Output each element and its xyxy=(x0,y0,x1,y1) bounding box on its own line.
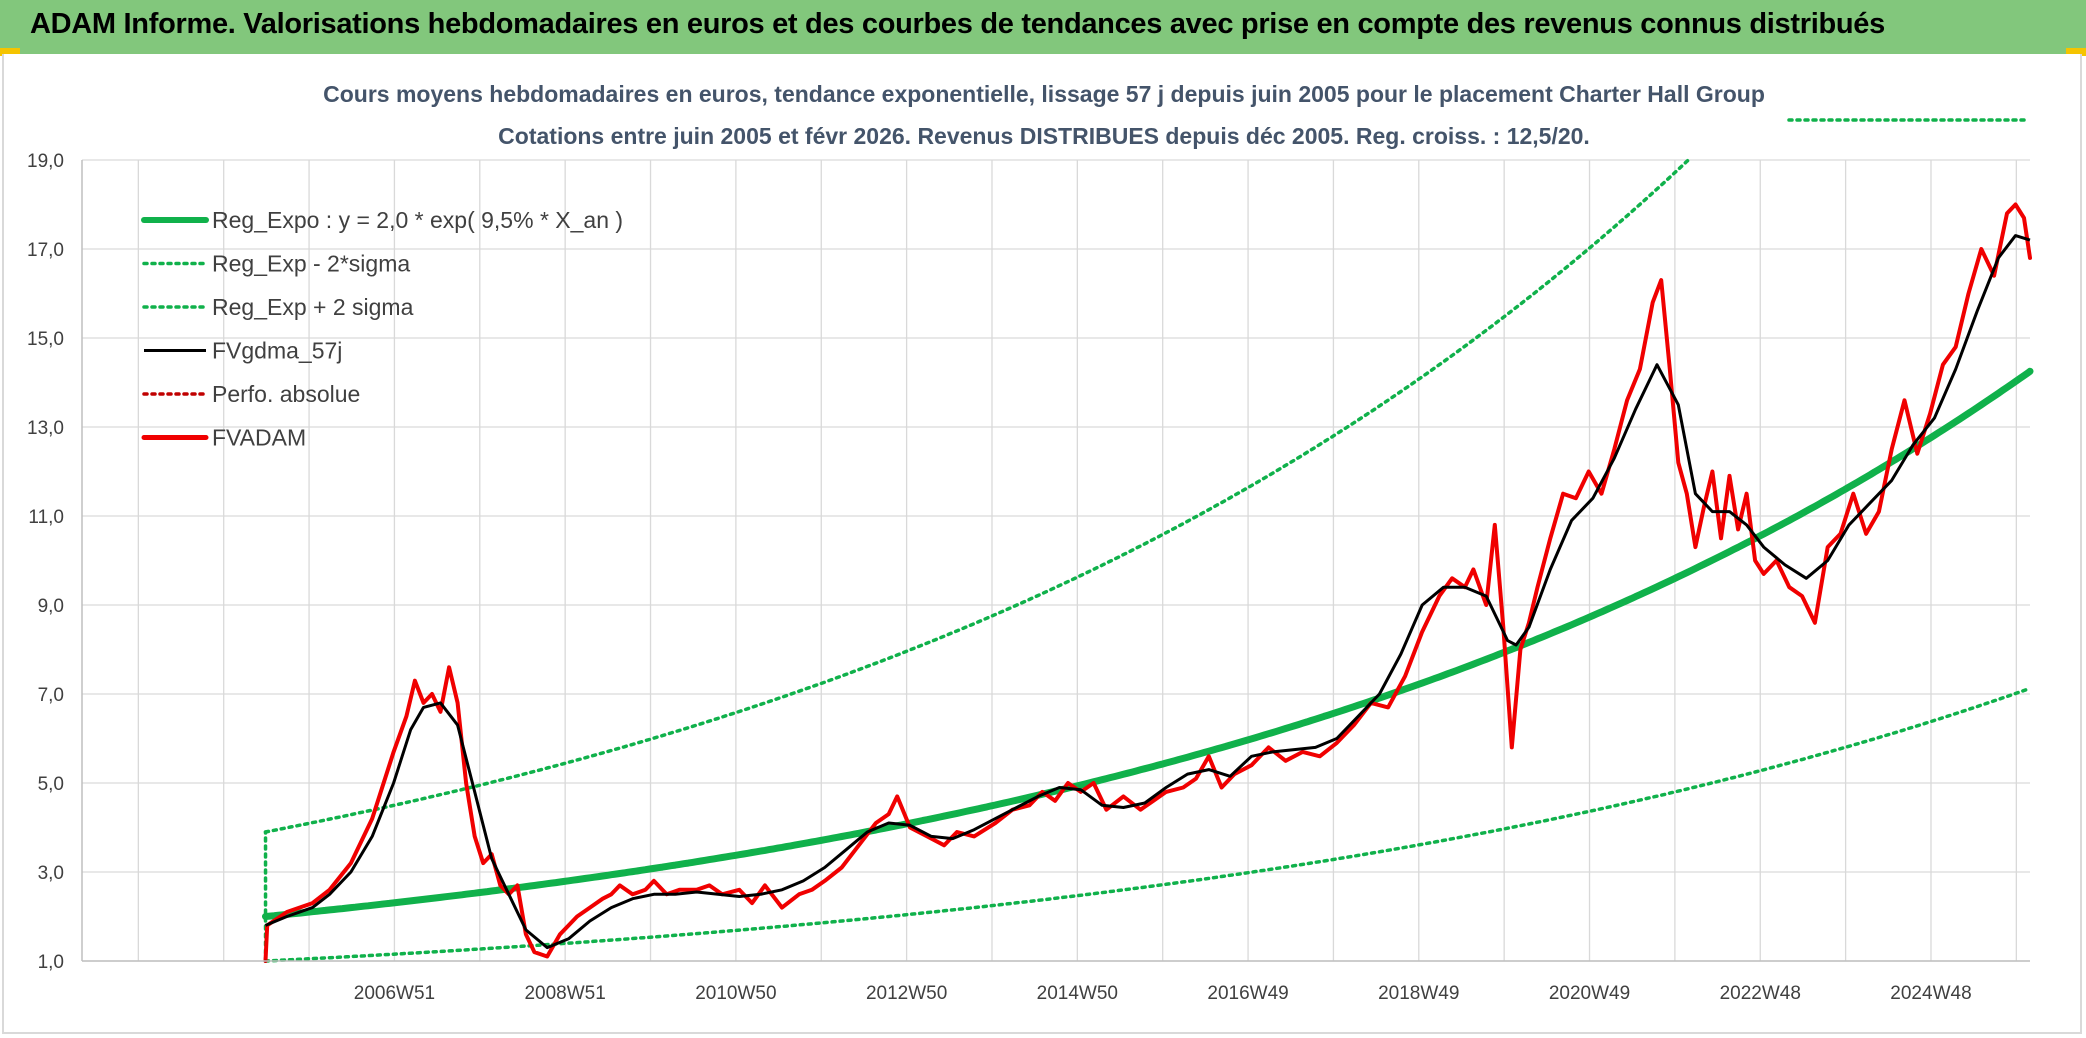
x-tick-label: 2012W50 xyxy=(866,983,947,1004)
grid xyxy=(82,159,2030,962)
series-reg-exp xyxy=(263,686,2032,963)
corner-mark-left xyxy=(0,48,20,56)
x-tick-label: 2022W48 xyxy=(1720,983,1801,1004)
x-tick-label: 2006W51 xyxy=(354,983,435,1004)
y-tick-label: 3,0 xyxy=(38,863,64,884)
series-layer xyxy=(262,118,2034,963)
series-reg-exp xyxy=(263,118,2028,963)
x-tick-label: 2020W49 xyxy=(1549,983,1630,1004)
x-tick-label: 2014W50 xyxy=(1037,983,1118,1004)
y-tick-label: 9,0 xyxy=(38,596,64,617)
y-tick-label: 11,0 xyxy=(28,507,64,528)
x-tick-label: 2010W50 xyxy=(695,983,776,1004)
series-fvadam xyxy=(263,202,2032,963)
y-tick-label: 7,0 xyxy=(38,685,64,706)
legend-label: FVgdma_57j xyxy=(212,338,342,364)
legend-label: Perfo. absolue xyxy=(212,381,360,407)
legend-label: Reg_Expo : y = 2,0 * exp( 9,5% * X_an ) xyxy=(212,207,623,233)
series-line xyxy=(263,158,1691,834)
y-tick-label: 13,0 xyxy=(27,418,64,439)
legend-label: Reg_Exp - 2*sigma xyxy=(212,251,410,277)
y-tick-label: 5,0 xyxy=(38,774,64,795)
series-line xyxy=(262,367,2034,920)
page-title: ADAM Informe. Valorisations hebdomadaire… xyxy=(30,8,1885,40)
header-bar: ADAM Informe. Valorisations hebdomadaire… xyxy=(0,0,2086,54)
series-line xyxy=(263,686,2032,963)
chart-frame: 1,0 3,0 5,0 7,0 9,0 11,0 13,0 15,0 17,0 19,0 2006W… xyxy=(2,54,2082,1034)
chart-subtitle: Cotations entre juin 2005 et févr 2026. … xyxy=(498,123,1590,149)
series-line xyxy=(264,234,2031,950)
y-tick-label: 19,0 xyxy=(27,151,64,172)
legend-label: FVADAM xyxy=(212,425,306,451)
corner-mark-right xyxy=(2066,48,2086,56)
x-tick-label: 2018W49 xyxy=(1378,983,1459,1004)
chart-title: Cours moyens hebdomadaires en euros, ten… xyxy=(323,81,1765,107)
series-fvgdma-57j xyxy=(264,234,2031,950)
x-tick-label: 2024W48 xyxy=(1890,983,1971,1004)
y-tick-label: 15,0 xyxy=(27,329,64,350)
series-reg-expo xyxy=(262,367,2034,920)
legend-label: Reg_Exp + 2 sigma xyxy=(212,294,414,320)
x-tick-label: 2016W49 xyxy=(1207,983,1288,1004)
legend: Reg_Expo : y = 2,0 * exp( 9,5% * X_an ) R… xyxy=(141,207,623,451)
axes: 1,0 3,0 5,0 7,0 9,0 11,0 13,0 15,0 17,0 19,0 2006W… xyxy=(27,151,2030,1004)
x-tick-label: 2008W51 xyxy=(524,983,605,1004)
y-tick-label: 17,0 xyxy=(27,240,64,261)
y-tick-label: 1,0 xyxy=(38,952,64,973)
series-line xyxy=(263,202,2032,963)
chart: 1,0 3,0 5,0 7,0 9,0 11,0 13,0 15,0 17,0 19,0 2006W… xyxy=(27,81,2034,1004)
